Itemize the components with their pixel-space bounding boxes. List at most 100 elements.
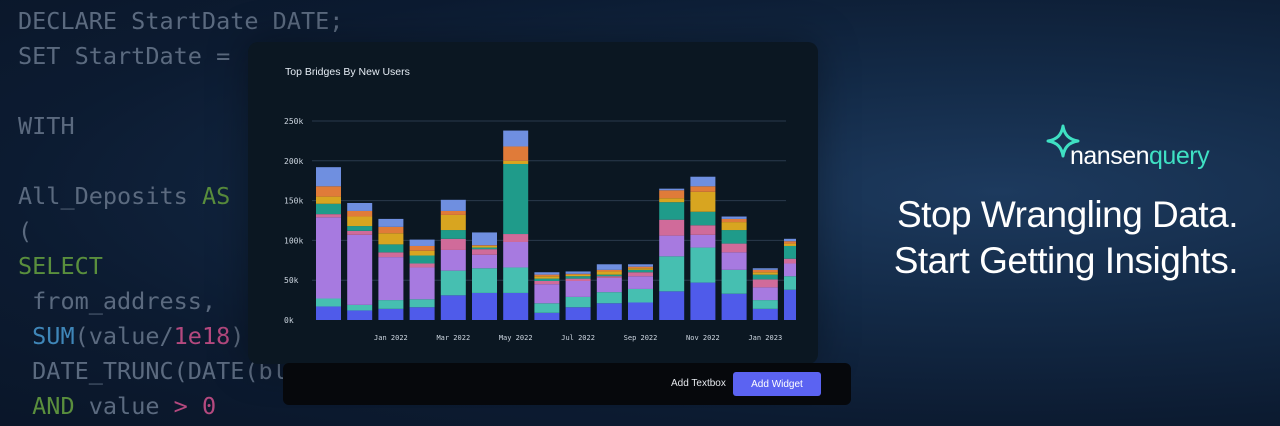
bar-segment [347,226,373,231]
x-tick-label: Jan 2023 [748,334,782,342]
headline-line2: Start Getting Insights. [893,240,1239,281]
bar-segment [347,304,373,311]
bar-segment [472,254,497,269]
bar-segment [596,277,622,293]
x-tick-label: Nov 2022 [686,334,720,342]
code-line: All_Deposits AS [18,182,231,210]
bar-segment [784,276,796,290]
bar-segment [596,269,622,272]
bar-segment [472,268,497,293]
code-line: DECLARE StartDate DATE; [18,7,344,35]
bar-segment [596,264,622,270]
bar-segment [440,214,466,231]
brand-logo-text: nansenquery [1070,142,1210,171]
bar-segment [752,274,778,280]
bar-segment [752,268,778,270]
bar-segment [565,276,591,279]
bar-segment [596,271,622,275]
x-tick-label: Jan 2022 [374,334,408,342]
code-line: ( [18,217,33,245]
code-line: from_address, [18,287,217,315]
bar-segment [784,241,796,244]
bar-segment [659,190,685,199]
bar-segment [752,308,778,320]
bar-segment [503,146,529,161]
bar-segment [628,268,653,270]
bar-segment [409,267,435,300]
x-tick-label: Jul 2022 [561,334,595,342]
stacked-bar-chart: 0k 50k 100k 150k 200k 250k Jan 2022 Mar 2022 May… [284,117,796,342]
chart-title: Top Bridges By New Users [285,66,410,78]
bar-segment [440,199,466,211]
bar-segment [409,307,435,320]
bar-segment [347,310,373,320]
bar-segment [409,299,435,308]
bar-segment [409,245,435,251]
bar-segment [534,274,560,277]
bar-segment [752,279,778,288]
brand-name-part2: query [1149,142,1210,170]
bar-segment [784,289,796,320]
y-tick-label: 150k [284,197,303,206]
bar-segment [596,303,622,320]
bar-segment [534,284,560,304]
bar-segment [534,276,560,279]
bar-segment [628,276,653,289]
bar-segment [472,249,497,255]
bar-segment [752,300,778,309]
bar-segment [690,191,716,212]
bar-segment [347,202,373,211]
bar-segment [690,186,716,192]
bar-segment [378,244,404,253]
bar-segment [628,264,653,267]
bar-segment [628,272,653,277]
bar-segment [316,196,341,204]
bar-segment [721,252,747,270]
bar-segment [628,269,653,273]
bar-segment [784,243,796,246]
brand-name-part1: nansen [1070,142,1150,170]
bar-segment [534,272,560,275]
x-tick-label: Mar 2022 [436,334,470,342]
bar-segment [316,186,341,197]
bar-segment [628,288,653,303]
bar-segment [503,130,529,147]
bar-segment [721,216,747,219]
y-tick-label: 100k [284,236,303,245]
code-line: SELECT [18,252,103,280]
bar-segment [690,211,716,226]
bar-segment [347,216,373,227]
bar-segment [565,296,591,308]
bar-segment [628,266,653,269]
bar-segment [440,238,466,250]
bar-segment [503,160,529,164]
x-tick-label: Sep 2022 [624,334,658,342]
bar-segment [534,312,560,320]
bar-segment [659,256,685,292]
bar-segment [409,255,435,264]
add-textbox-button[interactable]: Add Textbox [671,378,726,389]
bar-segment [721,218,747,223]
bar-segment [534,280,560,285]
bar-segment [565,278,591,281]
bar-segment [440,249,466,271]
bar-segment [534,303,560,313]
bar-segment [316,214,341,218]
bar-segment [503,292,529,320]
bar-segment [784,263,796,277]
bar-segment [378,218,404,227]
code-line: DATE_TRUNC(DATE(bl [18,357,287,385]
bar-segment [440,210,466,215]
bar-segment [316,306,341,320]
bar-segment [752,272,778,275]
y-tick-label: 50k [284,276,299,285]
bar-segment [378,257,404,301]
bar-segment [596,292,622,304]
add-widget-button[interactable]: Add Widget [733,372,821,396]
bar-segment [784,245,796,259]
bar-segment [347,234,373,305]
bar-segment [752,269,778,273]
bar-segment [503,267,529,293]
bar-segment [534,278,560,281]
bar-segment [347,210,373,217]
